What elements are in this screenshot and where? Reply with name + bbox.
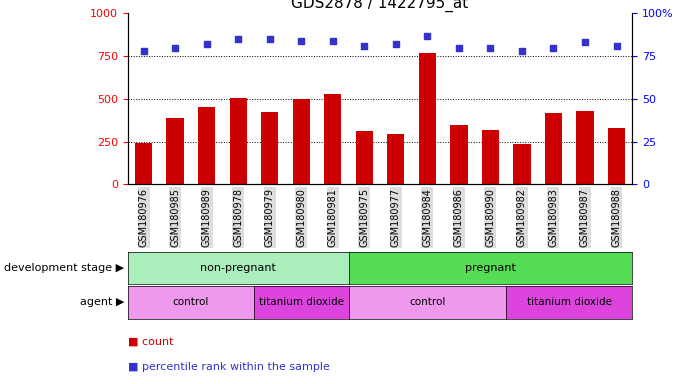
Point: [390, 41, 401, 47]
Text: ■ count: ■ count: [128, 337, 173, 347]
Point: [233, 36, 244, 42]
Point: [580, 40, 591, 46]
Bar: [545, 113, 562, 184]
Text: GSM180986: GSM180986: [454, 188, 464, 247]
Point: [328, 38, 339, 44]
Text: GSM180990: GSM180990: [485, 188, 495, 247]
Text: agent ▶: agent ▶: [80, 297, 124, 308]
Text: GSM180988: GSM180988: [612, 188, 621, 247]
Text: GSM180980: GSM180980: [296, 188, 306, 247]
Point: [485, 45, 496, 51]
Text: GSM180985: GSM180985: [170, 188, 180, 247]
Text: GSM180981: GSM180981: [328, 188, 338, 247]
Text: non-pregnant: non-pregnant: [200, 263, 276, 273]
Bar: [356, 131, 373, 184]
Point: [201, 41, 212, 47]
Bar: [482, 130, 499, 184]
Text: GSM180984: GSM180984: [422, 188, 433, 247]
Point: [422, 33, 433, 39]
Text: GSM180979: GSM180979: [265, 188, 275, 247]
Point: [169, 45, 180, 51]
Point: [138, 48, 149, 54]
Bar: [513, 144, 531, 184]
Text: control: control: [173, 297, 209, 308]
Text: titanium dioxide: titanium dioxide: [527, 297, 612, 308]
Text: GSM180982: GSM180982: [517, 188, 527, 247]
Bar: [387, 134, 404, 184]
Bar: [451, 125, 468, 184]
Point: [359, 43, 370, 49]
Bar: [419, 53, 436, 184]
Bar: [324, 94, 341, 184]
Bar: [198, 107, 216, 184]
Text: pregnant: pregnant: [465, 263, 516, 273]
Point: [516, 48, 527, 54]
Point: [264, 36, 275, 42]
Bar: [261, 112, 278, 184]
Bar: [576, 111, 594, 184]
Text: development stage ▶: development stage ▶: [4, 263, 124, 273]
Text: titanium dioxide: titanium dioxide: [258, 297, 343, 308]
Title: GDS2878 / 1422795_at: GDS2878 / 1422795_at: [292, 0, 468, 12]
Text: GSM180989: GSM180989: [202, 188, 211, 247]
Bar: [135, 143, 152, 184]
Bar: [167, 118, 184, 184]
Text: GSM180987: GSM180987: [580, 188, 590, 247]
Text: GSM180975: GSM180975: [359, 188, 369, 247]
Bar: [229, 98, 247, 184]
Text: ■ percentile rank within the sample: ■ percentile rank within the sample: [128, 362, 330, 372]
Text: control: control: [409, 297, 446, 308]
Text: GSM180976: GSM180976: [139, 188, 149, 247]
Text: GSM180978: GSM180978: [233, 188, 243, 247]
Point: [453, 45, 464, 51]
Point: [548, 45, 559, 51]
Bar: [608, 128, 625, 184]
Point: [296, 38, 307, 44]
Bar: [292, 99, 310, 184]
Text: GSM180983: GSM180983: [549, 188, 558, 247]
Text: GSM180977: GSM180977: [391, 188, 401, 247]
Point: [611, 43, 622, 49]
